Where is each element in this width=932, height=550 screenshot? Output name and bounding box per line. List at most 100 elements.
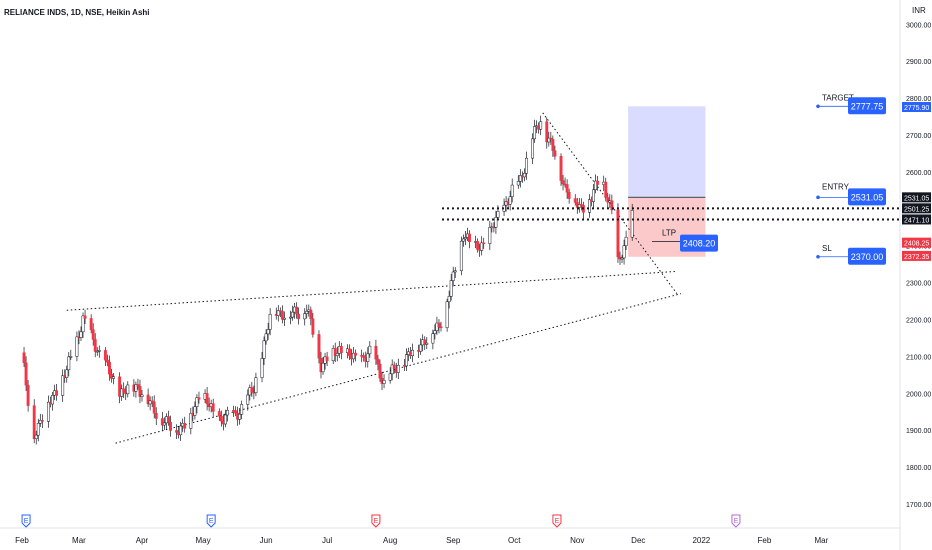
candle-down (22, 352, 26, 364)
sl-value-badge (848, 247, 886, 265)
candle-up (390, 364, 394, 375)
price-tag-label: 2372.35 (904, 254, 929, 261)
candle-up (624, 236, 628, 246)
candle-up (419, 344, 423, 352)
candle-up (162, 422, 166, 426)
time-tick-label: Nov (570, 536, 584, 545)
candle-up (126, 384, 130, 395)
candle-down (154, 413, 158, 419)
candle-up (508, 196, 512, 205)
candle-down (423, 339, 427, 345)
candle-down (559, 156, 563, 181)
candle-up (189, 412, 193, 429)
candle-down (197, 397, 201, 400)
target-anchor (816, 104, 820, 109)
candle-up (321, 362, 325, 373)
price-tag-label: 2471.10 (904, 217, 929, 224)
earnings-event-icon[interactable] (731, 514, 741, 528)
candle-up (225, 409, 229, 416)
candle-down (482, 242, 486, 245)
candle-down (565, 184, 569, 193)
price-tag (902, 250, 931, 261)
candles (22, 115, 634, 445)
time-tick-label: Oct (508, 536, 521, 545)
candle-down (166, 416, 170, 423)
candle-down (561, 180, 565, 185)
time-axis[interactable]: Feb Mar Apr May Jun Jul Aug Sep Oct Nov Dec 2022 Feb… (15, 536, 828, 545)
candle-up (262, 340, 266, 359)
candle-up (425, 342, 429, 345)
candle-up (67, 356, 71, 371)
candle-up (594, 180, 598, 191)
candle-down (175, 430, 179, 433)
candle-up (276, 310, 280, 316)
candle-up (79, 331, 83, 338)
candle-up (431, 333, 435, 344)
candle-up (140, 394, 144, 397)
time-tick-label: Sep (446, 536, 461, 545)
price-axis[interactable]: 1700.00 1800.00 1900.00 2000.00 2100.00 2200.… (902, 22, 931, 509)
time-tick-label: May (195, 536, 210, 545)
candle-up (193, 406, 197, 416)
target-value-badge (848, 97, 886, 115)
candle-down (616, 209, 620, 258)
candle-down (150, 400, 154, 403)
candle-up (112, 376, 115, 379)
candle-up (622, 245, 626, 259)
candle-up (453, 270, 457, 273)
candle-down (205, 393, 209, 404)
candle-up (69, 356, 73, 358)
trendlines (66, 112, 682, 444)
candle-up (461, 238, 465, 242)
candle-down (136, 384, 140, 387)
candle-down (309, 309, 313, 320)
candle-up (305, 311, 309, 314)
candle-up (411, 349, 414, 357)
earnings-event-icon[interactable] (206, 514, 216, 528)
time-tick-label: Feb (15, 536, 29, 545)
candle-down (348, 348, 351, 356)
entry-value-badge (848, 188, 886, 206)
candle-up (630, 209, 634, 238)
candle-up (303, 313, 307, 320)
candle-up (264, 333, 268, 342)
candle-down (604, 181, 608, 198)
candle-up (240, 404, 244, 415)
candle-up (36, 423, 40, 436)
candle-up (588, 199, 591, 213)
candle-down (545, 121, 549, 143)
candle-up (480, 242, 484, 251)
candle-up (97, 350, 101, 352)
candle-down (579, 204, 583, 206)
candle-up (463, 237, 467, 240)
candle-down (108, 361, 111, 375)
earnings-event-icon[interactable] (371, 514, 381, 528)
candle-up (510, 184, 514, 198)
candle-down (606, 197, 610, 203)
candle-down (378, 363, 382, 379)
candle-down (234, 410, 238, 414)
price-tag-label: 2775.90 (904, 105, 929, 112)
candle-up (195, 397, 199, 407)
sl-anchor (816, 254, 820, 259)
dotted-levels (442, 207, 900, 221)
candle-down (362, 355, 366, 358)
candle-down (317, 334, 321, 359)
candle-up (51, 394, 54, 405)
candle-down (374, 345, 378, 360)
earnings-event-letter: E (734, 518, 739, 525)
candle-down (55, 390, 59, 396)
candle-up (223, 414, 227, 425)
candle-up (522, 172, 526, 178)
earnings-event-icon[interactable] (552, 514, 562, 528)
candle-up (547, 137, 551, 143)
candle-up (396, 365, 400, 373)
candle-down (339, 346, 343, 353)
earnings-event-icon[interactable] (21, 514, 31, 528)
ltp-value: 2408.20 (683, 239, 716, 249)
earnings-event-letter: E (209, 518, 214, 525)
position-zones (628, 106, 706, 257)
ltp-label: LTP (662, 228, 676, 237)
